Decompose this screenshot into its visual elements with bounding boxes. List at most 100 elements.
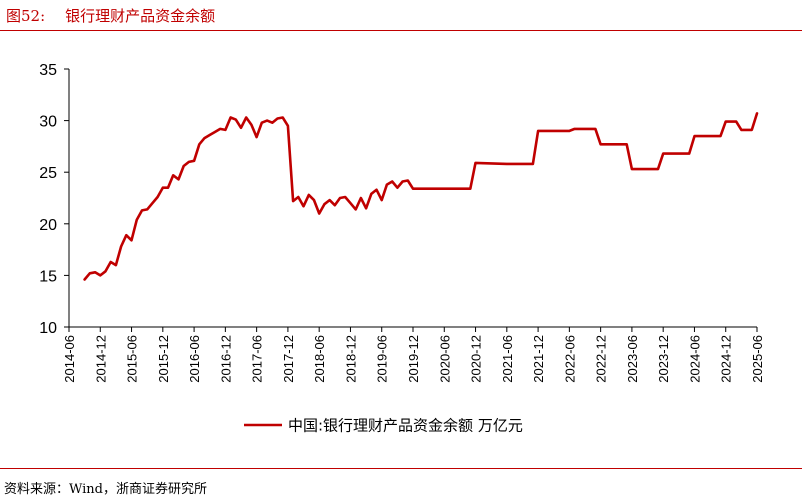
data-point <box>657 168 659 171</box>
data-point <box>318 212 321 215</box>
series-line <box>83 112 759 281</box>
data-point <box>125 234 128 237</box>
y-tick-label: 35 <box>39 62 57 79</box>
y-tick-label: 15 <box>39 268 57 285</box>
data-point <box>208 134 211 136</box>
data-point <box>135 218 138 221</box>
data-point <box>349 202 352 205</box>
data-point <box>396 186 399 189</box>
y-tick-label: 20 <box>39 217 57 234</box>
data-point <box>245 116 248 119</box>
figure-title-text: 银行理财产品资金余额 <box>65 7 216 25</box>
data-point <box>141 209 143 212</box>
data-point <box>333 204 336 207</box>
data-point <box>109 261 112 263</box>
data-point <box>631 168 633 171</box>
data-point <box>88 272 91 275</box>
data-point <box>146 208 149 211</box>
data-point <box>292 200 294 203</box>
x-tick-label: 2021-06 <box>500 335 515 383</box>
x-tick-label: 2022-06 <box>562 335 577 383</box>
data-point <box>115 264 117 266</box>
data-point <box>250 123 253 126</box>
data-point <box>599 143 602 146</box>
data-point <box>370 193 373 195</box>
data-point <box>188 161 190 163</box>
data-point <box>161 186 164 189</box>
x-tick-label: 2024-06 <box>687 335 702 383</box>
data-point <box>198 143 201 146</box>
data-point <box>406 179 409 182</box>
data-point <box>365 207 367 210</box>
x-tick-label: 2014-06 <box>62 335 77 383</box>
x-tick-label: 2023-06 <box>625 335 640 383</box>
data-point <box>307 194 310 196</box>
data-point <box>323 203 326 206</box>
x-tick-label: 2021-12 <box>531 335 546 383</box>
title-rule <box>0 30 802 31</box>
data-point <box>532 163 534 165</box>
data-point <box>172 174 175 177</box>
data-point <box>219 127 222 130</box>
x-tick-label: 2020-06 <box>437 335 452 383</box>
source-rule <box>0 468 802 469</box>
data-point <box>130 239 133 242</box>
data-point <box>271 121 274 124</box>
data-point <box>740 129 743 131</box>
data-point <box>167 186 169 189</box>
data-point <box>177 178 180 181</box>
data-point <box>391 180 394 183</box>
data-point <box>99 274 102 277</box>
data-point <box>662 152 665 155</box>
x-tick-label: 2017-06 <box>250 335 265 383</box>
data-point <box>688 152 691 155</box>
data-point <box>255 136 258 139</box>
x-tick-label: 2018-12 <box>343 335 358 383</box>
data-point <box>724 120 727 123</box>
data-point <box>224 129 227 131</box>
data-point <box>693 135 696 138</box>
source-note: 资料来源：Wind，浙商证券研究所 <box>4 482 207 497</box>
data-point <box>380 199 383 202</box>
data-point <box>302 205 305 208</box>
data-point <box>203 137 206 140</box>
data-point <box>266 119 268 122</box>
x-tick-label: 2023-12 <box>656 335 671 383</box>
x-tick-label: 2015-06 <box>125 335 140 383</box>
data-point <box>240 126 242 129</box>
x-tick-label: 2025-06 <box>750 335 765 383</box>
data-point <box>735 120 738 123</box>
data-point <box>156 196 159 198</box>
line-chart: 10 15 20 25 30 35 2014-06 2014-12 2015-06 2015-12… <box>39 62 765 435</box>
data-point <box>573 127 576 130</box>
data-point <box>287 124 289 127</box>
data-point <box>94 271 96 274</box>
figure-title: 图52: 银行理财产品资金余额 <box>6 5 215 26</box>
data-point <box>469 187 472 190</box>
data-point <box>719 135 722 138</box>
data-point <box>625 143 628 146</box>
data-point <box>260 121 263 124</box>
data-point <box>234 118 237 121</box>
data-point <box>354 208 357 211</box>
x-tick-label: 2022-12 <box>594 335 609 383</box>
data-point <box>120 245 122 248</box>
x-tick-label: 2020-12 <box>469 335 484 383</box>
data-point <box>83 278 86 281</box>
y-tick-label: 30 <box>39 114 57 131</box>
data-point <box>505 163 508 165</box>
data-point <box>594 127 597 130</box>
data-point <box>412 187 414 190</box>
data-point <box>344 196 347 198</box>
x-tick-label: 2019-12 <box>406 335 421 383</box>
data-point <box>537 130 539 132</box>
data-point <box>339 197 341 199</box>
data-point <box>756 112 758 115</box>
y-tick-label: 25 <box>39 165 57 182</box>
data-point <box>568 130 571 132</box>
x-tick-label: 2016-06 <box>187 335 202 383</box>
data-point <box>386 183 388 186</box>
x-tick-label: 2016-12 <box>218 335 233 383</box>
x-tick-label: 2015-12 <box>156 335 171 383</box>
x-tick-label: 2024-12 <box>719 335 734 383</box>
